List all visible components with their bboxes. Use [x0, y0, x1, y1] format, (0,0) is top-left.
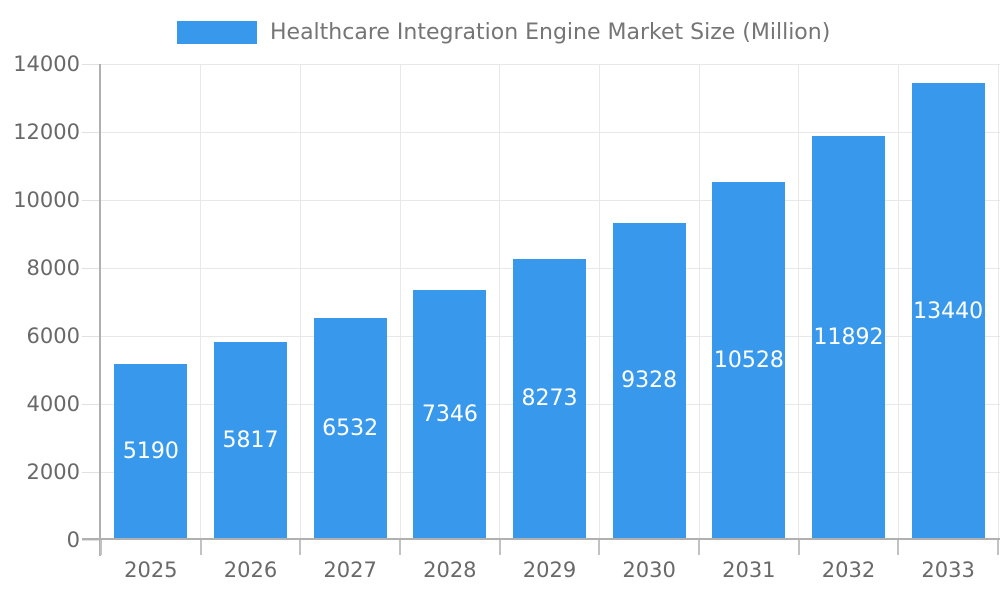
y-axis-tick-label: 0	[66, 528, 80, 552]
chart-legend[interactable]: Healthcare Integration Engine Market Siz…	[177, 20, 830, 45]
x-axis-tick	[598, 540, 601, 555]
gridline-vertical	[997, 64, 999, 540]
y-axis-tick	[82, 539, 101, 541]
bar-value-label: 11892	[813, 324, 884, 350]
bar-2032[interactable]	[812, 135, 885, 540]
x-axis-tick-label: 2031	[722, 558, 776, 582]
bar-value-label: 7346	[421, 402, 478, 428]
bar-2028[interactable]	[413, 290, 487, 540]
x-axis-tick	[199, 540, 202, 555]
gridline-vertical	[299, 64, 301, 540]
legend-label: Healthcare Integration Engine Market Siz…	[270, 20, 831, 45]
gridline-horizontal	[101, 63, 1000, 65]
x-axis-tick-label: 2029	[522, 558, 577, 582]
x-axis-tick-label: 2027	[323, 558, 377, 582]
y-axis-tick	[82, 471, 101, 473]
x-axis-tick	[897, 540, 900, 555]
gridline-vertical	[399, 64, 401, 540]
x-axis-tick	[498, 540, 501, 555]
bar-2027[interactable]	[313, 317, 387, 540]
x-axis-tick-label: 2032	[821, 558, 876, 582]
y-axis-tick	[82, 403, 101, 405]
x-axis-tick-label: 2033	[921, 558, 975, 582]
gridline-horizontal	[101, 131, 1000, 133]
bar-value-label: 13440	[913, 298, 984, 324]
x-axis-tick	[299, 540, 302, 555]
bar-2029[interactable]	[513, 258, 586, 540]
x-axis-tick	[100, 540, 102, 555]
y-axis-tick	[82, 131, 101, 133]
bar-value-label: 5817	[222, 428, 279, 454]
x-axis-line	[82, 538, 1000, 540]
bar-2025[interactable]	[114, 363, 188, 540]
gridline-vertical	[798, 64, 800, 540]
y-axis-tick-label: 8000	[26, 256, 80, 280]
bar-2031[interactable]	[712, 182, 786, 540]
y-axis-tick-label: 10000	[13, 188, 80, 212]
gridline-vertical	[698, 64, 700, 540]
y-axis-tick-label: 2000	[26, 460, 80, 484]
y-axis-tick	[82, 335, 101, 337]
y-axis-tick	[82, 267, 101, 269]
legend-color-swatch	[177, 21, 257, 44]
y-axis-line	[99, 64, 101, 556]
bar-value-label: 6532	[322, 415, 379, 441]
bar-2026[interactable]	[214, 342, 287, 540]
y-axis-tick	[82, 199, 101, 201]
bar-value-label: 5190	[122, 438, 179, 464]
x-axis-tick	[997, 540, 999, 555]
bar-value-label: 10528	[713, 348, 784, 374]
y-axis-tick	[82, 63, 101, 65]
y-axis-tick-label: 6000	[26, 324, 80, 348]
x-axis-tick	[399, 540, 401, 555]
x-axis-tick-label: 2026	[223, 558, 278, 582]
y-axis-tick-label: 4000	[26, 392, 80, 416]
y-axis-tick-label: 14000	[13, 52, 80, 76]
bar-2033[interactable]	[911, 83, 985, 540]
x-axis-tick	[797, 540, 800, 555]
bar-2030[interactable]	[612, 222, 686, 540]
x-axis-tick	[698, 540, 700, 555]
bar-value-label: 9328	[621, 368, 678, 394]
x-axis-tick-label: 2028	[423, 558, 477, 582]
bar-value-label: 8273	[521, 386, 578, 412]
gridline-vertical	[499, 64, 501, 540]
y-axis-tick-label: 12000	[13, 120, 80, 144]
gridline-horizontal	[101, 199, 1000, 201]
x-axis-tick-label: 2030	[622, 558, 676, 582]
x-axis-tick-label: 2025	[124, 558, 178, 582]
gridline-vertical	[598, 64, 600, 540]
gridline-vertical	[200, 64, 202, 540]
gridline-vertical	[897, 64, 899, 540]
